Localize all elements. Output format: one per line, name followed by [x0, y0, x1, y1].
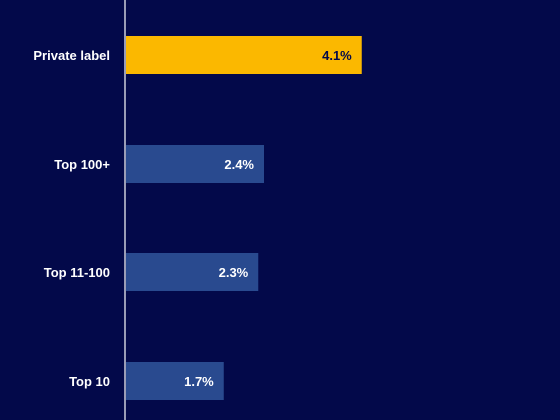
bar-top-100: [126, 145, 264, 183]
bar-private-label: [126, 36, 362, 74]
value-label-top-100: 2.4%: [224, 157, 254, 172]
value-label-private-label: 4.1%: [322, 48, 352, 63]
value-label-top-10: 1.7%: [184, 374, 214, 389]
bar-top-11-100: [126, 253, 259, 291]
category-label-top-10: Top 10: [69, 374, 110, 389]
category-label-top-100: Top 100+: [54, 157, 110, 172]
bars: [126, 36, 362, 400]
category-label-private-label: Private label: [33, 48, 110, 63]
value-labels: 4.1% 2.4% 2.3% 1.7%: [184, 48, 352, 389]
category-label-top-11-100: Top 11-100: [44, 265, 110, 280]
category-labels: Private label Top 100+ Top 11-100 Top 10: [33, 48, 110, 389]
bar-top-10: [126, 362, 224, 400]
value-label-top-11-100: 2.3%: [219, 265, 249, 280]
